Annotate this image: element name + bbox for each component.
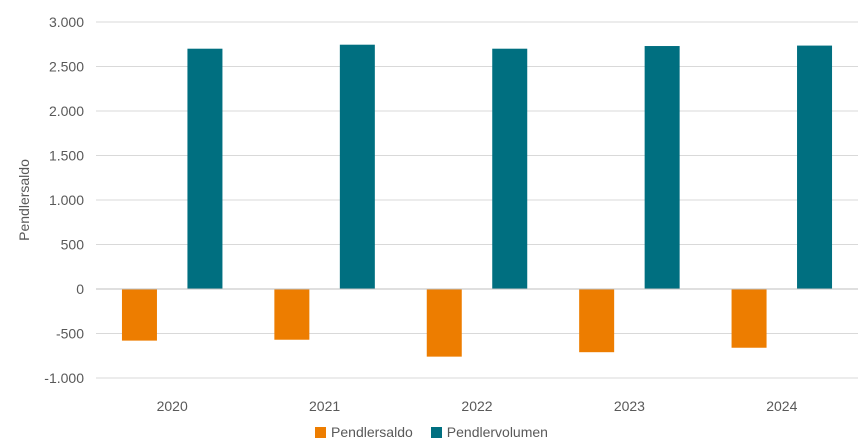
- y-axis-label: Pendlersaldo: [16, 159, 32, 241]
- y-tick-label: 1.500: [49, 148, 84, 164]
- x-tick-labels: 2020 2021 2022 2023 2024: [157, 398, 798, 414]
- bar-pendlervolumen-2023: [644, 46, 680, 289]
- y-tick-label: 0: [76, 281, 84, 297]
- gridlines: [96, 21, 858, 379]
- bar-pendlersaldo-2022: [426, 289, 462, 357]
- x-tick-label: 2023: [614, 398, 645, 414]
- y-tick-label: -500: [56, 326, 84, 342]
- bar-pendlersaldo-2021: [274, 289, 310, 340]
- x-tick-label: 2022: [461, 398, 492, 414]
- legend-label-pendlervolumen: Pendlervolumen: [446, 424, 548, 440]
- legend-label-pendlersaldo: Pendlersaldo: [331, 424, 413, 440]
- bar-pendlersaldo-2024: [731, 289, 767, 348]
- y-tick-label: 2.500: [49, 59, 84, 75]
- bar-pendlersaldo-2020: [121, 289, 157, 341]
- x-tick-label: 2021: [309, 398, 340, 414]
- y-tick-label: 500: [61, 237, 85, 253]
- legend-swatch-pendlersaldo: [315, 426, 327, 438]
- bar-pendlervolumen-2021: [339, 44, 375, 289]
- bar-chart: -1.000-50005001.0001.5002.0002.5003.000 …: [16, 14, 858, 414]
- legend: Pendlersaldo Pendlervolumen: [0, 424, 863, 440]
- legend-swatch-pendlervolumen: [430, 426, 442, 438]
- x-tick-label: 2020: [157, 398, 188, 414]
- y-tick-label: 2.000: [49, 103, 84, 119]
- bar-pendlervolumen-2022: [492, 48, 528, 290]
- bar-pendlersaldo-2023: [579, 289, 615, 353]
- legend-item-pendlersaldo: Pendlersaldo: [315, 424, 413, 440]
- y-tick-label: 1.000: [49, 192, 84, 208]
- bar-pendlervolumen-2024: [797, 45, 833, 290]
- y-tick-label: -1.000: [44, 370, 84, 386]
- y-tick-label: 3.000: [49, 14, 84, 30]
- legend-item-pendlervolumen: Pendlervolumen: [430, 424, 548, 440]
- y-tick-labels: -1.000 -500 0 500 1.000 1.500 2.000 2.500 3.000: [44, 14, 84, 386]
- bars: [121, 44, 833, 357]
- x-tick-label: 2024: [766, 398, 797, 414]
- bar-pendlervolumen-2020: [187, 48, 223, 290]
